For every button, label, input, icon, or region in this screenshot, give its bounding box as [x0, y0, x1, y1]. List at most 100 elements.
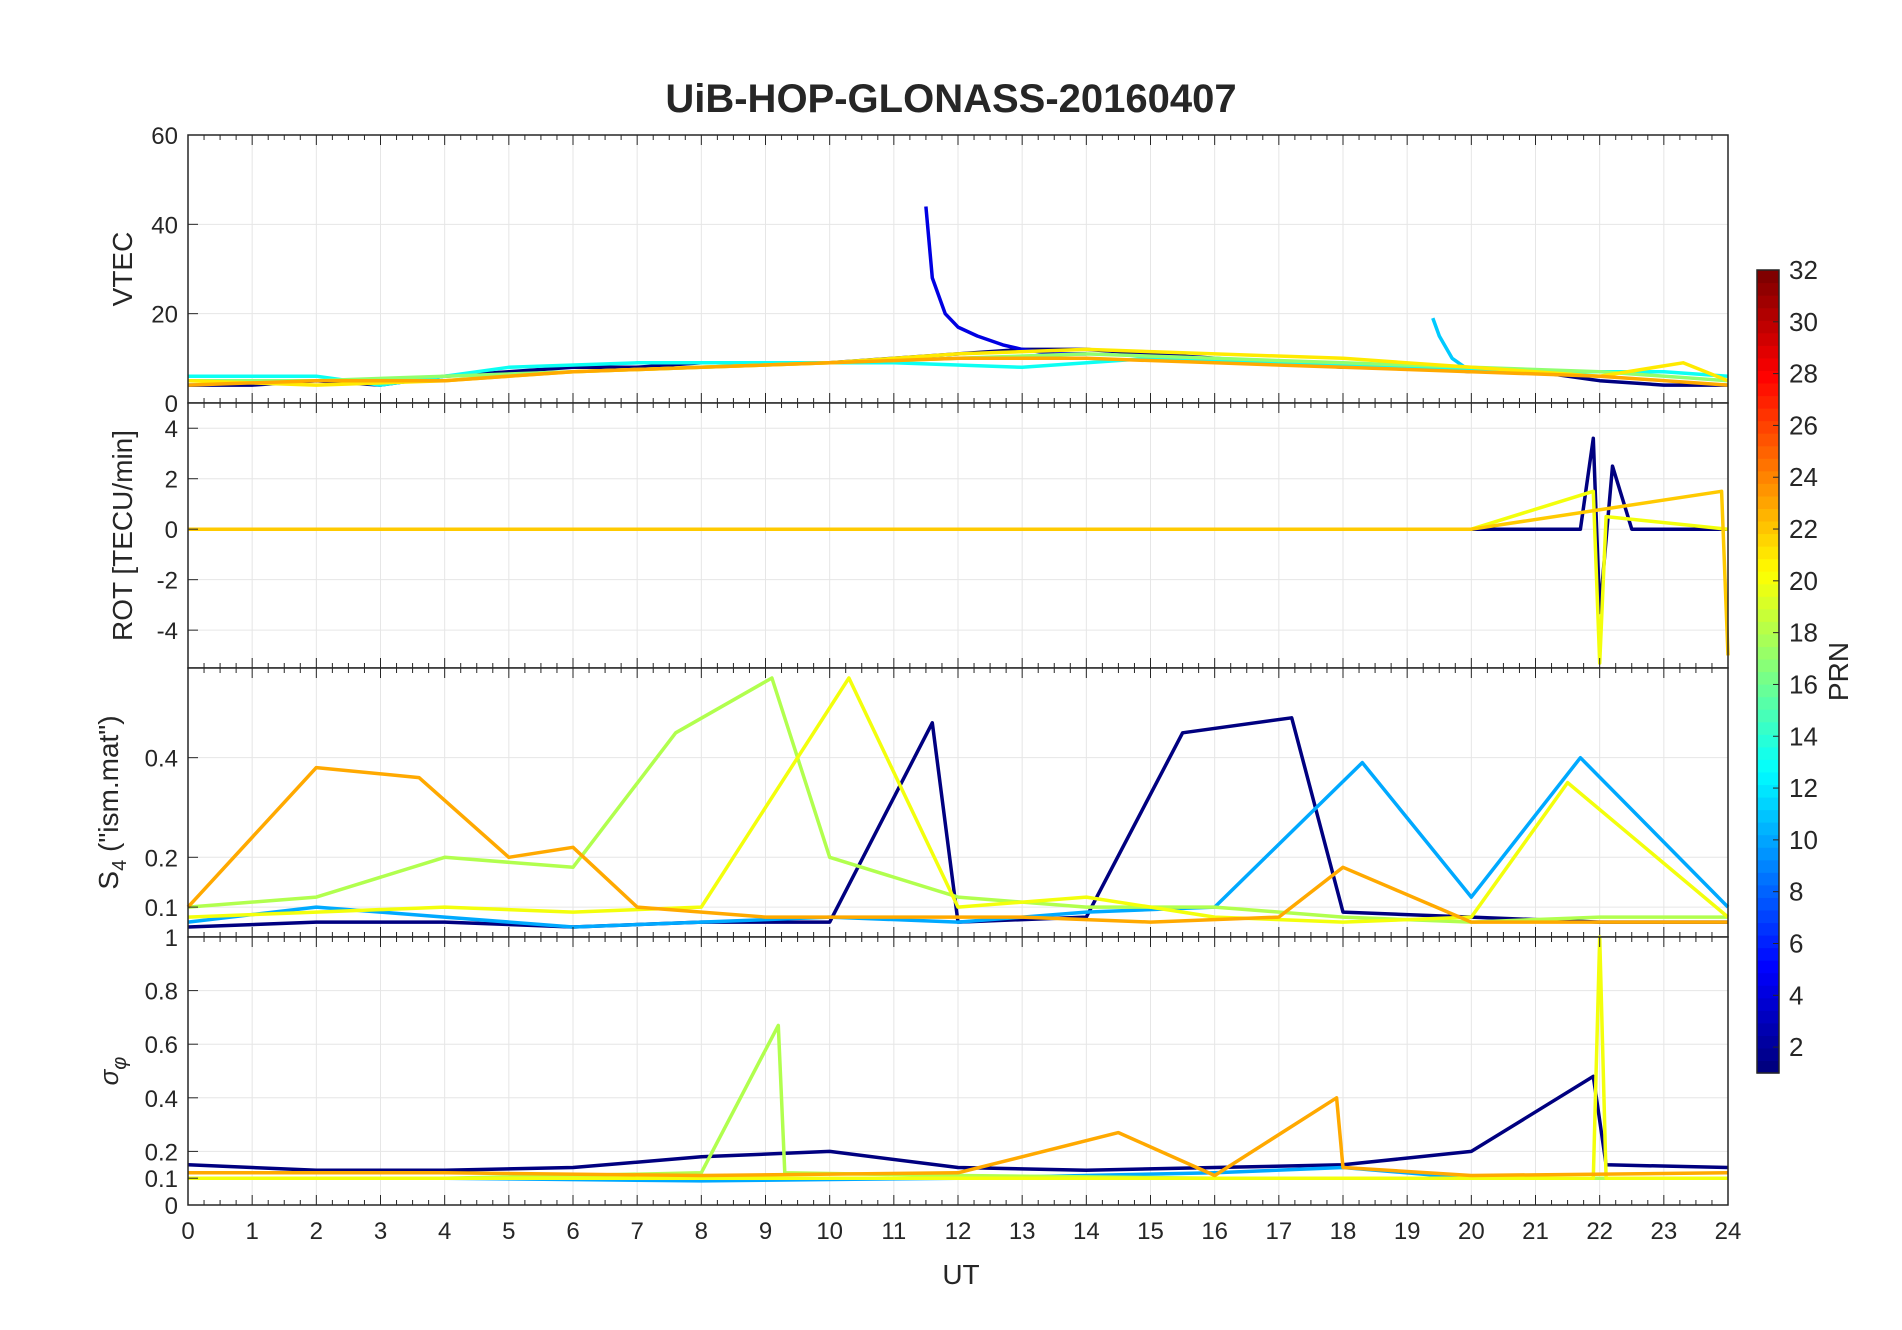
colorbar-segment [1757, 972, 1779, 986]
panel-vtec: 0 20 40 60 VTEC [107, 123, 1729, 418]
colorbar-segment [1757, 433, 1779, 447]
series-line-sigma_phi-prn-20 [188, 935, 1728, 1180]
x-tick-label: 13 [1009, 1218, 1036, 1245]
colorbar-tick-label: 18 [1789, 618, 1818, 648]
panel-rot: -4 -2 0 2 4 ROT [TECU/min] [107, 402, 1730, 669]
series-line-s4-prn-18 [187, 676, 1728, 924]
y-tick-label-vtec: 0 [165, 391, 178, 418]
x-axis-label: UT [942, 1259, 979, 1290]
colorbar-segment [1757, 608, 1779, 622]
y-axis-label-s4: S4 ("ism.mat") [93, 715, 131, 889]
colorbar-segment [1757, 558, 1779, 572]
colorbar-segment [1757, 1022, 1779, 1036]
colorbar-segment [1757, 508, 1779, 522]
x-tick-label: 23 [1650, 1218, 1677, 1245]
colorbar-segment [1757, 282, 1779, 296]
y-tick-label-sigma_phi: 0.1 [145, 1166, 178, 1193]
colorbar-segment [1757, 320, 1779, 334]
x-tick-label: 12 [945, 1218, 972, 1245]
y-tick-label-rot: -2 [157, 568, 178, 595]
colorbar-segment [1757, 470, 1779, 484]
x-tick-label: 6 [566, 1218, 579, 1245]
colorbar-segment [1757, 295, 1779, 309]
series-line-s4-prn-10 [187, 755, 1730, 929]
y-tick-label-sigma_phi: 0.8 [145, 979, 178, 1006]
colorbar-segment [1757, 357, 1779, 371]
y-tick-label-s4: 0.1 [145, 895, 178, 922]
y-tick-label-sigma_phi: 0 [165, 1193, 178, 1220]
colorbar-tick-label: 28 [1789, 359, 1818, 389]
y-axis-label-vtec: VTEC [107, 232, 138, 307]
colorbar-tick-label: 30 [1789, 307, 1818, 337]
colorbar-label: PRN [1823, 642, 1854, 701]
y-tick-label-rot: 0 [165, 517, 178, 544]
colorbar-segment [1757, 533, 1779, 547]
colorbar-segment [1757, 332, 1779, 346]
colorbar-segment [1757, 884, 1779, 898]
colorbar-segment [1757, 270, 1779, 284]
x-tick-label: 19 [1394, 1218, 1421, 1245]
colorbar-segment [1757, 571, 1779, 585]
colorbar-segment [1757, 784, 1779, 798]
colorbar-segment [1757, 621, 1779, 635]
x-tick-label: 20 [1458, 1218, 1485, 1245]
colorbar-tick-label: 32 [1789, 255, 1818, 285]
x-tick-label: 15 [1137, 1218, 1164, 1245]
colorbar-segment [1757, 483, 1779, 497]
x-tick-label: 14 [1073, 1218, 1100, 1245]
colorbar-segment [1757, 633, 1779, 648]
colorbar-segment [1757, 872, 1779, 886]
series-line-sigma_phi-prn-23 [188, 1096, 1729, 1178]
colorbar-segment [1757, 307, 1779, 321]
colorbar-segment [1757, 671, 1779, 685]
colorbar-tick-label: 2 [1789, 1032, 1803, 1062]
panel-s4: 0.1 0.2 0.4 S4 ("ism.mat") [93, 667, 1730, 938]
x-tick-label: 16 [1201, 1218, 1228, 1245]
colorbar-segment [1757, 546, 1779, 560]
colorbar-segment [1757, 1010, 1779, 1024]
colorbar-segment [1757, 596, 1779, 610]
x-tick-label: 10 [816, 1218, 843, 1245]
colorbar-tick-label: 22 [1789, 514, 1818, 544]
y-tick-label-rot: 4 [165, 416, 178, 443]
colorbar-segment [1757, 445, 1779, 459]
x-tick-label: 5 [502, 1218, 515, 1245]
colorbar-tick-label: 24 [1789, 462, 1818, 492]
colorbar-segment [1757, 658, 1779, 673]
colorbar-segment [1757, 771, 1779, 786]
y-tick-label-s4: 0.2 [145, 845, 178, 872]
colorbar-tick-label: 20 [1789, 566, 1818, 596]
colorbar-tick-label: 14 [1789, 721, 1818, 751]
colorbar-segment [1757, 696, 1779, 710]
y-tick-label-rot: 2 [165, 467, 178, 494]
colorbar-segment [1757, 822, 1779, 836]
colorbar-segment [1757, 909, 1779, 924]
colorbar-segment [1757, 684, 1779, 698]
y-tick-label-sigma_phi: 0.4 [145, 1086, 178, 1113]
colorbar-segment [1757, 859, 1779, 873]
series-line-rot-prn-22 [188, 489, 1730, 656]
colorbar-segment [1757, 759, 1779, 773]
x-tick-label: 17 [1265, 1218, 1292, 1245]
colorbar-segment [1757, 395, 1779, 409]
y-tick-label-s4: 0.4 [145, 746, 178, 773]
series-line-vtec-prn-23 [187, 356, 1729, 387]
x-tick-label: 22 [1586, 1218, 1613, 1245]
y-axis-label-rot: ROT [TECU/min] [107, 430, 138, 641]
colorbar-segment [1757, 408, 1779, 422]
y-axis-label-sigma_phi: σφ [94, 1057, 131, 1086]
colorbar-segment [1757, 646, 1779, 660]
colorbar-segment [1757, 1060, 1779, 1074]
x-tick-label: 8 [695, 1218, 708, 1245]
colorbar-segment [1757, 809, 1779, 823]
colorbar-segment [1757, 922, 1779, 936]
colorbar-tick-label: 4 [1789, 980, 1803, 1010]
colorbar-segment [1757, 997, 1779, 1011]
colorbar-segment [1757, 583, 1779, 597]
x-tick-label: 4 [438, 1218, 451, 1245]
colorbar-segment [1757, 420, 1779, 434]
x-tick-label: 24 [1715, 1218, 1742, 1245]
